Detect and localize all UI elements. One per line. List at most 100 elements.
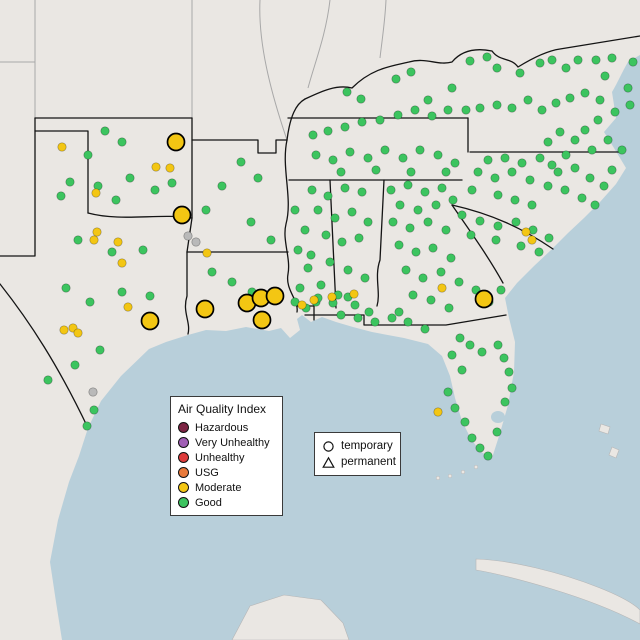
station-permanent [525,175,535,185]
station-permanent [560,185,570,195]
station-permanent [427,111,437,121]
station-permanent [88,387,98,397]
station-permanent [465,56,475,66]
aqi-legend-label: Moderate [195,481,242,494]
station-permanent [405,223,415,233]
aqi-legend-item-moderate: Moderate [178,480,275,495]
station-permanent [500,153,510,163]
station-temporary [195,299,215,319]
station-permanent [437,283,447,293]
station-permanent [623,83,633,93]
station-permanent [457,210,467,220]
lake-okeechobee [491,411,505,423]
station-permanent [455,333,465,343]
station-permanent [591,55,601,65]
station-permanent [394,240,404,250]
aqi-color-swatch [178,482,189,493]
station-permanent [59,325,69,335]
temporary-circle-icon [323,440,334,452]
station-permanent [138,245,148,255]
station-permanent [490,173,500,183]
station-permanent [386,185,396,195]
station-permanent [316,280,326,290]
station-permanent [475,216,485,226]
station-permanent [290,205,300,215]
station-permanent [401,265,411,275]
aqi-legend-label: Very Unhealthy [195,436,270,449]
station-permanent [500,397,510,407]
station-permanent [454,277,464,287]
station-permanent [61,283,71,293]
station-permanent [370,317,380,327]
station-permanent [336,167,346,177]
station-temporary [140,311,160,331]
station-permanent [388,217,398,227]
station-permanent [543,137,553,147]
station-permanent [371,165,381,175]
station-permanent [580,125,590,135]
station-permanent [535,153,545,163]
station-permanent [303,263,313,273]
station-permanent [89,235,99,245]
station-permanent [403,180,413,190]
aqi-legend-item-hazardous: Hazardous [178,420,275,435]
station-permanent [565,93,575,103]
aqi-legend-item-good: Good [178,495,275,510]
aqi-legend-label: Hazardous [195,421,249,434]
station-permanent [585,173,595,183]
station-permanent [293,245,303,255]
station-permanent [587,145,597,155]
station-permanent [477,347,487,357]
station-permanent [457,365,467,375]
station-permanent [364,307,374,317]
station-permanent [573,55,583,65]
station-permanent [473,167,483,177]
station-permanent [73,328,83,338]
station-permanent [420,324,430,334]
aqi-color-swatch [178,437,189,448]
station-permanent [443,105,453,115]
station-permanent [423,95,433,105]
station-permanent [311,150,321,160]
station-permanent [413,205,423,215]
florida-keys [435,464,479,481]
station-permanent [340,183,350,193]
station-permanent [191,237,201,247]
station-permanent [590,200,600,210]
station-permanent [555,127,565,137]
station-permanent [450,158,460,168]
station-permanent [342,87,352,97]
station-temporary [166,132,186,152]
station-permanent [492,100,502,110]
station-permanent [511,217,521,227]
station-permanent [415,145,425,155]
station-permanent [527,200,537,210]
station-permanent [547,160,557,170]
station-permanent [375,115,385,125]
station-permanent [350,300,360,310]
station-permanent [607,53,617,63]
station-permanent [483,451,493,461]
station-permanent [363,153,373,163]
station-permanent [521,227,531,237]
station-permanent [309,295,319,305]
permanent-triangle-icon [322,456,335,468]
aqi-legend-label: Good [195,496,222,509]
station-permanent [423,217,433,227]
station-permanent [207,267,217,277]
station-permanent [357,117,367,127]
station-permanent [446,253,456,263]
station-permanent [83,150,93,160]
station-permanent [426,295,436,305]
station-permanent [394,307,404,317]
station-permanent [570,163,580,173]
station-permanent [57,142,67,152]
station-permanent [443,387,453,397]
station-permanent [43,375,53,385]
station-permanent [610,107,620,117]
station-permanent [125,173,135,183]
station-permanent [460,417,470,427]
station-permanent [65,177,75,187]
station-permanent [123,302,133,312]
station-permanent [295,283,305,293]
